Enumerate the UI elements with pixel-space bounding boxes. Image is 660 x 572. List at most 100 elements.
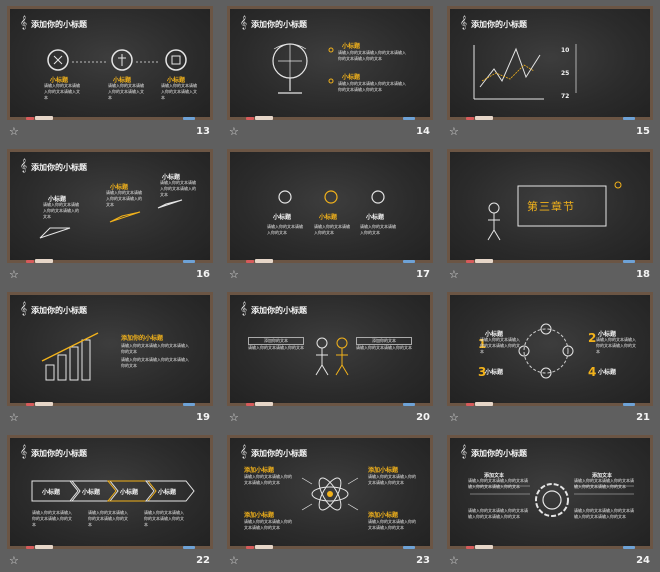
page-number: 23 <box>416 555 430 566</box>
slide-title: 添加你的小标题 <box>251 306 307 315</box>
chalk <box>623 117 635 120</box>
slide-board: 𝄞 添加你的小标题 添加小标题 添加小标题 添加小标题 添加小标题 请输入你的文… <box>227 435 433 549</box>
page-number: 20 <box>416 412 430 423</box>
subtitle: 小标题 <box>273 214 292 221</box>
step-number: 4 <box>588 365 597 379</box>
chalk <box>623 403 635 406</box>
body-text: 请输入你的文本请输入你的文本请输入你的文本请输入你的文本 <box>468 478 528 489</box>
slide-thumbnail-14[interactable]: 𝄞 添加你的小标题 小标题 小标题 请输入你的文本请输入你的文本请输入你的文本请… <box>220 0 440 143</box>
thumbnail-footer: ☆ 15 <box>440 122 660 143</box>
slide-board: 𝄞 添加你的小标题 添加文本 添加文本 请输入你的文本请输入你的文本请输入你的文… <box>447 435 653 549</box>
step-number: 3 <box>478 365 487 379</box>
body-text: 请输入你的文本请输入你的文本请输入你的文本 <box>368 519 416 530</box>
slide-thumbnail-13[interactable]: 𝄞 添加你的小标题 小标题 小标题 小标题 请输入你的文本请输入你的文本请输入文… <box>0 0 220 143</box>
chalk <box>183 546 195 549</box>
thumbnail-footer: ☆ 13 <box>0 122 220 143</box>
cycle-diagram <box>518 323 574 379</box>
body-text: 请输入你的文本请输入你的文本请输入你的文本 <box>144 510 184 527</box>
body-text: 请输入你的文本请输入你的文本请输入你的文本 <box>121 343 189 354</box>
body-text: 请输入你的文本请输入你的文本请输入你的文本 <box>121 357 189 368</box>
chalk <box>26 403 34 406</box>
star-icon[interactable]: ☆ <box>449 554 459 567</box>
star-icon[interactable]: ☆ <box>9 411 19 424</box>
slide-title: 添加你的小标题 <box>251 449 307 458</box>
eraser <box>255 116 273 120</box>
slide-thumbnail-21[interactable]: 1 2 3 4 小标题 小标题 小标题 小标题 请输入你的文本请输入你的文本请输… <box>440 286 660 429</box>
eraser <box>475 259 493 263</box>
chalk <box>183 403 195 406</box>
body-text: 请输入你的文本请输入你的文本请输入的文本 <box>106 190 142 207</box>
subtitle: 添加小标题 <box>244 512 275 519</box>
body-text: 请输入你的文本请输入你的文本请输入你的文本 <box>88 510 128 527</box>
slide-thumbnail-15[interactable]: 𝄞 添加你的小标题 10 25 72 ☆ 15 <box>440 0 660 143</box>
slide-board: 𝄞 添加你的小标题 10 25 72 <box>447 6 653 120</box>
subtitle: 添加你的小标题 <box>121 335 164 342</box>
text-label: 添加文本 <box>484 473 505 479</box>
line-chart-sketch <box>473 44 577 100</box>
chalk <box>403 117 415 120</box>
star-icon[interactable]: ☆ <box>229 554 239 567</box>
slide-title: 添加你的小标题 <box>31 449 87 458</box>
star-icon[interactable]: ☆ <box>229 125 239 138</box>
treble-clef-icon: 𝄞 <box>240 15 248 29</box>
star-icon[interactable]: ☆ <box>229 268 239 281</box>
slide-thumbnail-23[interactable]: 𝄞 添加你的小标题 添加小标题 添加小标题 添加小标题 添加小标题 请输入你的文… <box>220 429 440 572</box>
eraser <box>475 402 493 406</box>
slide-thumbnail-18[interactable]: 第三章节 ☆ 18 <box>440 143 660 286</box>
subtitle: 添加小标题 <box>368 512 399 519</box>
star-icon[interactable]: ☆ <box>449 411 459 424</box>
apple-icons <box>278 190 385 204</box>
body-text: 请输入你的文本请输入你的文本请输入你的文本 <box>480 337 520 354</box>
slide-thumbnail-24[interactable]: 𝄞 添加你的小标题 添加文本 添加文本 请输入你的文本请输入你的文本请输入你的文… <box>440 429 660 572</box>
slide-thumbnail-22[interactable]: 𝄞 添加你的小标题 小标题 小标题 小标题 小标题 请输入你的文本请输入你的文本… <box>0 429 220 572</box>
eraser <box>35 545 53 549</box>
chalk <box>183 117 195 120</box>
subtitle: 小标题 <box>485 331 504 338</box>
bar-chart-sketch <box>41 332 99 381</box>
body-text: 请输入你的文本请输入你的文本请输入你的文本 <box>32 510 72 527</box>
star-icon[interactable]: ☆ <box>449 268 459 281</box>
subtitle: 小标题 <box>167 77 186 84</box>
slide-thumbnail-20[interactable]: 𝄞 添加你的小标题 添加你的文本 添加你的文本 请输入你的文本请输入你的文本 请… <box>220 286 440 429</box>
page-number: 14 <box>416 126 430 137</box>
slide-thumbnail-17[interactable]: 小标题 小标题 小标题 请输入你的文本请输入你的文本 请输入你的文本请输入你的文… <box>220 143 440 286</box>
thumbnail-footer: ☆ 17 <box>220 265 440 286</box>
chalk <box>466 260 474 263</box>
subtitle: 小标题 <box>113 77 132 84</box>
chalk <box>26 546 34 549</box>
subtitle: 添加小标题 <box>368 467 399 474</box>
star-icon[interactable]: ☆ <box>9 125 19 138</box>
page-number: 19 <box>196 412 210 423</box>
slide-board: 𝄞 添加你的小标题 添加你的文本 添加你的文本 请输入你的文本请输入你的文本 请… <box>227 292 433 406</box>
thumbnail-footer: ☆ 18 <box>440 265 660 286</box>
chalk <box>183 260 195 263</box>
treble-clef-icon: 𝄞 <box>20 444 28 458</box>
slide-thumbnail-16[interactable]: 𝄞 添加你的小标题 小标题 小标题 小标题 请输入你的文本请输入你的文本请输入的… <box>0 143 220 286</box>
star-icon[interactable]: ☆ <box>449 125 459 138</box>
paper-plane-sketch <box>39 199 183 239</box>
treble-clef-icon: 𝄞 <box>240 301 248 315</box>
thumbnail-footer: ☆ 24 <box>440 551 660 572</box>
arrow-label: 小标题 <box>120 489 139 496</box>
frame-and-figure <box>487 181 622 241</box>
slide-title: 添加你的小标题 <box>471 20 527 29</box>
subtitle: 小标题 <box>48 196 67 203</box>
body-text: 请输入你的文本请输入你的文本请输入文本 <box>108 83 144 100</box>
people-sketch <box>315 337 349 376</box>
slide-title: 添加你的小标题 <box>471 449 527 458</box>
atom-sketch <box>301 477 359 511</box>
star-icon[interactable]: ☆ <box>9 268 19 281</box>
body-text: 请输入你的文本请输入你的文本请输入你的文本请输入你的文本 <box>338 50 406 61</box>
star-icon[interactable]: ☆ <box>229 411 239 424</box>
subtitle: 小标题 <box>598 369 617 376</box>
star-icon[interactable]: ☆ <box>9 554 19 567</box>
body-text: 请输入你的文本请输入你的文本请输入文本 <box>161 83 197 100</box>
slide-title: 添加你的小标题 <box>31 163 87 172</box>
text-label: 添加文本 <box>592 473 613 479</box>
slide-board: 第三章节 <box>447 149 653 263</box>
slide-board: 小标题 小标题 小标题 请输入你的文本请输入你的文本 请输入你的文本请输入你的文… <box>227 149 433 263</box>
eraser <box>255 402 273 406</box>
slide-thumbnail-19[interactable]: 𝄞 添加你的小标题 添加你的小标题 请输入你的文本请输入你的文本请输入你的文本 … <box>0 286 220 429</box>
chalk <box>26 260 34 263</box>
text-label-box: 添加你的文本 <box>356 337 412 345</box>
